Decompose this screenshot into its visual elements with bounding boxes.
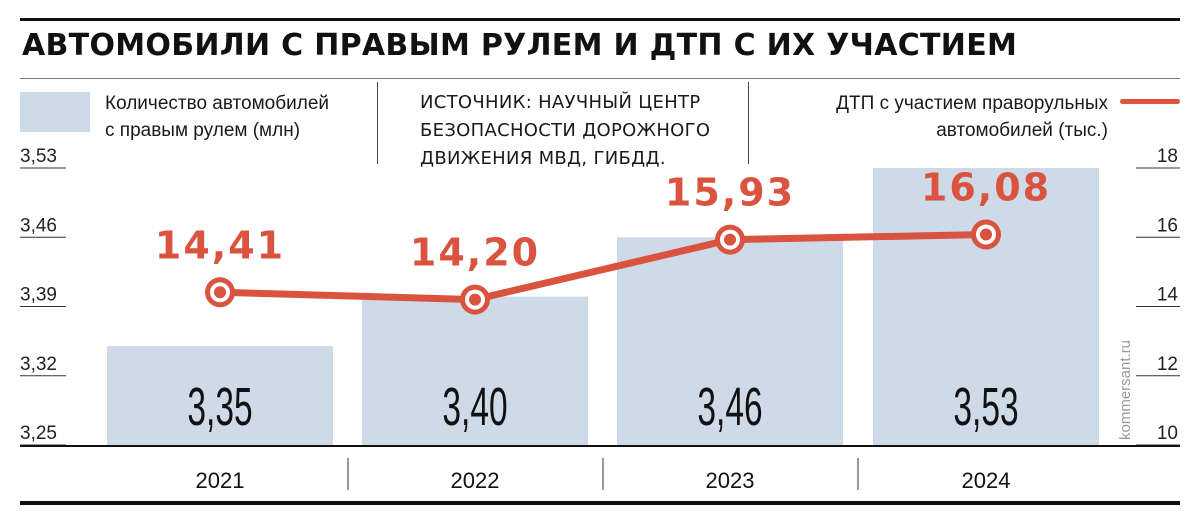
top-rule: [20, 18, 1180, 21]
watermark: kommersant.ru: [1117, 339, 1134, 440]
line-value-label: 14,41: [155, 223, 285, 267]
x-axis: 2021 2022 2023 2024: [20, 445, 1180, 493]
bar-value-label: 3,35: [187, 376, 252, 437]
right-tick-label: 12: [1157, 354, 1178, 375]
left-axis: 3,25 3,32 3,39 3,46 3,53: [20, 146, 66, 446]
right-tick-label: 14: [1157, 285, 1179, 306]
bar-legend-line-1: Количество автомобилей: [105, 93, 330, 114]
line-path: [216, 230, 990, 304]
title-rule: [20, 78, 1180, 79]
bar: [617, 237, 843, 445]
right-tick-label: 16: [1157, 215, 1178, 236]
source-line-3: ДВИЖЕНИЯ МВД, ГИБДД.: [420, 148, 666, 169]
bar: [873, 168, 1099, 445]
line-marker-dot: [724, 233, 736, 246]
x-tick-label: 2023: [706, 468, 755, 493]
bar-legend-label: Количество автомобилей с правым рулем (м…: [105, 90, 329, 144]
bar-legend-line-2: с правым рулем (млн): [105, 120, 301, 141]
right-tick-label: 18: [1157, 146, 1178, 167]
right-axis: 10 12 14 16 18: [1136, 146, 1180, 446]
bar: [107, 346, 333, 445]
bar: [362, 296, 588, 445]
line-value-label: 14,20: [410, 231, 540, 275]
bar-value-label: 3,40: [442, 376, 507, 437]
line-series: 14,41 14,20 15,93 16,08: [155, 165, 1051, 315]
left-tick-label: 3,46: [20, 215, 57, 236]
bar-value-label: 3,53: [953, 376, 1018, 437]
line-value-label: 15,93: [665, 171, 795, 215]
legend-separator-2: [748, 82, 749, 164]
line-value-label: 16,08: [921, 165, 1051, 209]
left-tick-label: 3,32: [20, 354, 57, 375]
left-tick-label: 3,53: [20, 146, 57, 167]
line-legend-line-2: автомобилей (тыс.): [936, 120, 1108, 141]
left-tick-label: 3,39: [20, 285, 57, 306]
line-legend-line-1: ДТП с участием праворульных: [836, 93, 1108, 114]
source-line-2: БЕЗОПАСНОСТИ ДОРОЖНОГО: [420, 120, 711, 141]
source-line-1: ИСТОЧНИК: НАУЧНЫЙ ЦЕНТР: [420, 92, 701, 113]
right-tick-label: 10: [1157, 423, 1178, 444]
source-note: ИСТОЧНИК: НАУЧНЫЙ ЦЕНТР БЕЗОПАСНОСТИ ДОР…: [420, 89, 710, 173]
line-marker-dot: [980, 228, 992, 241]
x-tick-label: 2022: [451, 468, 500, 493]
line-marker-dot: [469, 293, 481, 306]
bottom-rule: [20, 501, 1180, 505]
bar-legend-swatch: [20, 92, 90, 132]
line-legend-label: ДТП с участием праворульных автомобилей …: [836, 90, 1108, 144]
bar-value-label: 3,46: [697, 376, 762, 437]
line-marker-dot: [214, 286, 226, 299]
x-tick-label: 2024: [962, 468, 1011, 493]
legend-separator-1: [377, 82, 378, 164]
left-tick-label: 3,25: [20, 423, 57, 444]
line-legend-swatch: [1120, 99, 1180, 104]
bar-series: 3,35 3,40 3,46 3,53: [107, 168, 1099, 445]
x-tick-label: 2021: [196, 468, 245, 493]
chart-title: АВТОМОБИЛИ С ПРАВЫМ РУЛЕМ И ДТП С ИХ УЧА…: [22, 28, 1018, 63]
